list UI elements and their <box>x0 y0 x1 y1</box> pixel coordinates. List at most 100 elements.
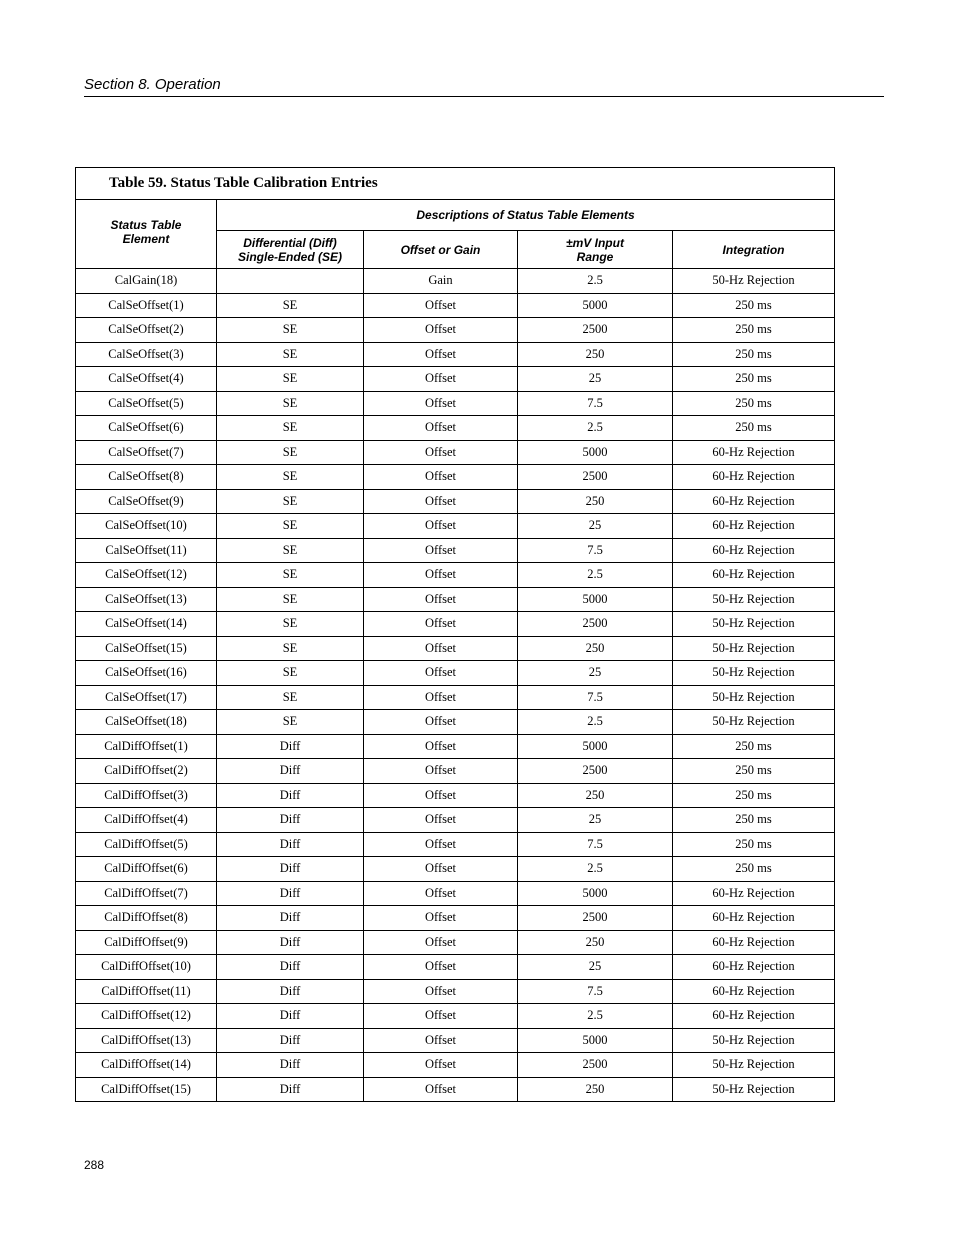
cell-integration: 60-Hz Rejection <box>671 464 836 490</box>
table-row: CalSeOffset(8) SE Offset 2500 60-Hz Rejectio… <box>75 464 836 490</box>
table-row: CalSeOffset(9) SE Offset 250 60-Hz Rejection <box>75 488 836 514</box>
table-row: CalSeOffset(11) SE Offset 7.5 60-Hz Rejectio… <box>75 537 836 563</box>
table-row: CalDiffOffset(7) Diff Offset 5000 60-Hz Reje… <box>75 880 836 906</box>
cell-element: CalDiffOffset(9) <box>75 929 217 955</box>
cell-integration: 50-Hz Rejection <box>671 684 836 710</box>
cell-integration: 60-Hz Rejection <box>671 978 836 1004</box>
cell-offset-gain: Offset <box>363 880 518 906</box>
cell-input-range: 2500 <box>517 905 673 931</box>
table-row: CalSeOffset(14) SE Offset 2500 50-Hz Rejecti… <box>75 611 836 637</box>
table-row: CalSeOffset(6) SE Offset 2.5 250 ms <box>75 415 836 441</box>
cell-diff-se: Diff <box>216 905 364 931</box>
table-row: CalSeOffset(18) SE Offset 2.5 50-Hz Rejectio… <box>75 709 836 735</box>
cell-offset-gain: Offset <box>363 929 518 955</box>
table-row: CalDiffOffset(6) Diff Offset 2.5 250 ms <box>75 856 836 882</box>
cell-element: CalSeOffset(5) <box>75 390 217 416</box>
cell-element: CalSeOffset(11) <box>75 537 217 563</box>
cell-input-range: 250 <box>517 929 673 955</box>
cell-offset-gain: Offset <box>363 439 518 465</box>
table-row: CalDiffOffset(13) Diff Offset 5000 50-Hz Rej… <box>75 1027 836 1053</box>
table-row: CalDiffOffset(2) Diff Offset 2500 250 ms <box>75 758 836 784</box>
table-row: CalSeOffset(2) SE Offset 2500 250 ms <box>75 317 836 343</box>
cell-element: CalGain(18) <box>75 268 217 294</box>
cell-element: CalSeOffset(7) <box>75 439 217 465</box>
cell-input-range: 2500 <box>517 611 673 637</box>
cell-element: CalSeOffset(13) <box>75 586 217 612</box>
cell-integration: 250 ms <box>671 341 836 367</box>
table-row: CalSeOffset(17) SE Offset 7.5 50-Hz Rejectio… <box>75 684 836 710</box>
cell-input-range: 5000 <box>517 292 673 318</box>
cell-element: CalDiffOffset(11) <box>75 978 217 1004</box>
cell-input-range: 250 <box>517 635 673 661</box>
table-row: CalDiffOffset(5) Diff Offset 7.5 250 ms <box>75 831 836 857</box>
cell-offset-gain: Offset <box>363 807 518 833</box>
table-row: CalSeOffset(3) SE Offset 250 250 ms <box>75 341 836 367</box>
cell-input-range: 25 <box>517 807 673 833</box>
cell-integration: 50-Hz Rejection <box>671 268 836 294</box>
cell-input-range: 25 <box>517 954 673 980</box>
cell-offset-gain: Offset <box>363 954 518 980</box>
cell-diff-se: SE <box>216 684 364 710</box>
cell-integration: 250 ms <box>671 292 836 318</box>
cell-element: CalSeOffset(8) <box>75 464 217 490</box>
cell-diff-se: Diff <box>216 1027 364 1053</box>
cell-element: CalDiffOffset(13) <box>75 1027 217 1053</box>
cell-offset-gain: Gain <box>363 268 518 294</box>
table-row: CalGain(18) Gain 2.5 50-Hz Rejection <box>75 268 836 294</box>
cell-input-range: 2500 <box>517 1052 673 1078</box>
cell-element: CalDiffOffset(5) <box>75 831 217 857</box>
cell-diff-se: SE <box>216 317 364 343</box>
cell-integration: 50-Hz Rejection <box>671 586 836 612</box>
page-number: 288 <box>84 1158 105 1172</box>
cell-offset-gain: Offset <box>363 1076 518 1102</box>
cell-diff-se: Diff <box>216 1076 364 1102</box>
cell-offset-gain: Offset <box>363 292 518 318</box>
table-row: CalSeOffset(16) SE Offset 25 50-Hz Rejection <box>75 660 836 686</box>
cell-element: CalSeOffset(15) <box>75 635 217 661</box>
cell-integration: 60-Hz Rejection <box>671 954 836 980</box>
cell-element: CalDiffOffset(6) <box>75 856 217 882</box>
cell-integration: 250 ms <box>671 831 836 857</box>
table-row: CalDiffOffset(8) Diff Offset 2500 60-Hz Reje… <box>75 905 836 931</box>
cell-input-range: 25 <box>517 660 673 686</box>
cell-diff-se: SE <box>216 660 364 686</box>
cell-input-range: 250 <box>517 488 673 514</box>
cell-integration: 50-Hz Rejection <box>671 611 836 637</box>
column-header-input-range: ±mV Input Range <box>517 230 673 269</box>
cell-integration: 50-Hz Rejection <box>671 660 836 686</box>
table-row: CalSeOffset(10) SE Offset 25 60-Hz Rejection <box>75 513 836 539</box>
cell-offset-gain: Offset <box>363 537 518 563</box>
cell-offset-gain: Offset <box>363 317 518 343</box>
cell-offset-gain: Offset <box>363 660 518 686</box>
cell-offset-gain: Offset <box>363 1003 518 1029</box>
cell-input-range: 7.5 <box>517 978 673 1004</box>
cell-input-range: 5000 <box>517 586 673 612</box>
table-title: Table 59. Status Table Calibration Entri… <box>74 167 836 200</box>
cell-diff-se: Diff <box>216 880 364 906</box>
cell-offset-gain: Offset <box>363 464 518 490</box>
table-row: CalDiffOffset(15) Diff Offset 250 50-Hz Reje… <box>75 1076 836 1102</box>
cell-integration: 50-Hz Rejection <box>671 635 836 661</box>
header-rule <box>84 96 884 97</box>
cell-input-range: 7.5 <box>517 684 673 710</box>
cell-element: CalSeOffset(16) <box>75 660 217 686</box>
cell-input-range: 5000 <box>517 733 673 759</box>
cell-diff-se: Diff <box>216 733 364 759</box>
cell-element: CalDiffOffset(1) <box>75 733 217 759</box>
cell-element: CalSeOffset(12) <box>75 562 217 588</box>
cell-diff-se: Diff <box>216 1003 364 1029</box>
cell-input-range: 25 <box>517 513 673 539</box>
cell-diff-se: SE <box>216 341 364 367</box>
cell-offset-gain: Offset <box>363 562 518 588</box>
cell-diff-se: SE <box>216 513 364 539</box>
cell-integration: 50-Hz Rejection <box>671 1076 836 1102</box>
cell-element: CalDiffOffset(15) <box>75 1076 217 1102</box>
cell-element: CalDiffOffset(14) <box>75 1052 217 1078</box>
table-row: CalSeOffset(13) SE Offset 5000 50-Hz Rejecti… <box>75 586 836 612</box>
cell-integration: 250 ms <box>671 807 836 833</box>
cell-diff-se: Diff <box>216 856 364 882</box>
cell-input-range: 2.5 <box>517 856 673 882</box>
cell-offset-gain: Offset <box>363 1027 518 1053</box>
cell-element: CalSeOffset(4) <box>75 366 217 392</box>
cell-input-range: 2.5 <box>517 709 673 735</box>
